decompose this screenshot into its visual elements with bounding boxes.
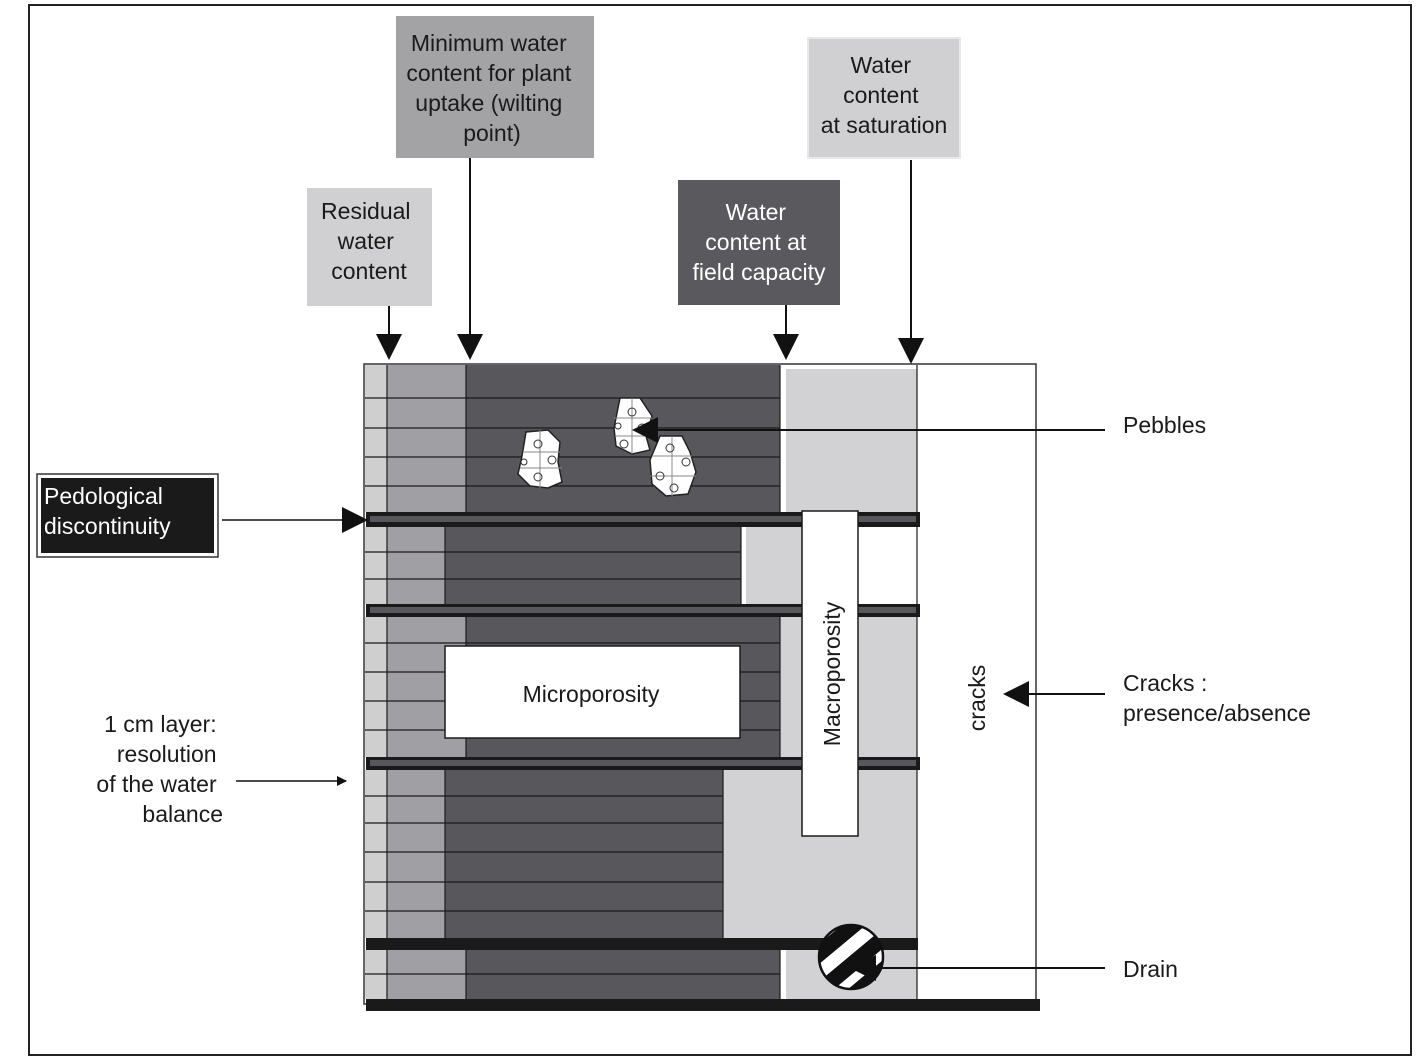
top-arrows [376,158,924,364]
layer-c-residual [365,617,387,757]
pebble-3 [649,435,697,497]
svg-text:Water content at f: Water content at field capacity [693,199,826,285]
saturation-line-2: content [843,82,919,108]
cracks-label: Cracks : presence/absence [1123,670,1311,726]
layer-a-between [387,365,466,512]
pebble-1 [517,429,563,489]
wilting-line-4: point) [463,120,521,146]
residual-label-box: Residual water content [307,188,432,306]
layer-a-saturation [786,369,917,512]
soil-column: Microporosity Macroporosity cracks [363,363,1040,1011]
wilting-line-1: Minimum water [411,30,567,56]
macroporosity-box [801,510,859,837]
residual-line-3: content [331,258,407,284]
layer-d-between [387,770,445,938]
svg-text:Residual water con: Residual water content [321,198,417,284]
column-separators [386,365,918,999]
pedological-label-box: Pedological discontinuity [36,473,219,558]
layer-line-2: resolution [117,741,217,767]
pedological-line-2: discontinuity [44,513,171,539]
field-line-2: content at [705,229,807,255]
layer-b-between [387,527,445,604]
layer-b-saturation [746,527,802,604]
saturation-line-3: at saturation [821,112,948,138]
layer-b-residual [365,527,387,604]
residual-line-2: water [337,228,395,254]
residual-line-1: Residual [321,198,411,224]
microporosity-box [444,645,741,739]
layer-a-residual [365,365,387,512]
wilting-line-3: uptake (wilting [415,90,562,116]
drain-label: Drain [1123,956,1178,982]
layer-line-3: of the water [96,771,217,797]
field-line-1: Water [726,199,787,225]
pebbles-label: Pebbles [1123,412,1206,438]
svg-text:Pedological discontinuit: Pedological discontinuity [44,483,171,539]
svg-text:Water content at s: Water content at saturation [821,52,948,138]
saturation-label-box: Water content at saturation [807,37,961,159]
layer-line-4: balance [142,801,223,827]
pebble-2 [613,397,653,455]
field-capacity-label-box: Water content at field capacity [678,180,840,305]
macroporosity-label: Macroporosity [819,601,845,746]
cracks-line-2: presence/absence [1123,700,1311,726]
layer-b-available [445,527,741,604]
wilting-label-box: Minimum water content for plant uptake (… [396,16,594,158]
discontinuity-bar-4 [366,938,918,950]
layer-d-residual [365,770,387,938]
bottom-bar [366,999,1040,1011]
wilting-line-2: content for plant [406,60,572,86]
microporosity-label: Microporosity [523,681,660,707]
discontinuity-bar-inner [370,516,916,766]
cracks-line-1: Cracks : [1123,670,1207,696]
figure-frame [28,4,1412,1056]
cracks-vertical-label: cracks [964,665,990,731]
pedological-line-1: Pedological [44,483,163,509]
layer-line-1: 1 cm layer: [104,711,216,737]
layer-label: 1 cm layer: resolution of the water bala… [96,711,223,827]
svg-text:Minimum water content fo: Minimum water content for plant uptake (… [406,30,577,146]
saturation-line-1: Water [851,52,912,78]
layer-d-available [445,770,723,938]
field-line-3: field capacity [693,259,826,285]
